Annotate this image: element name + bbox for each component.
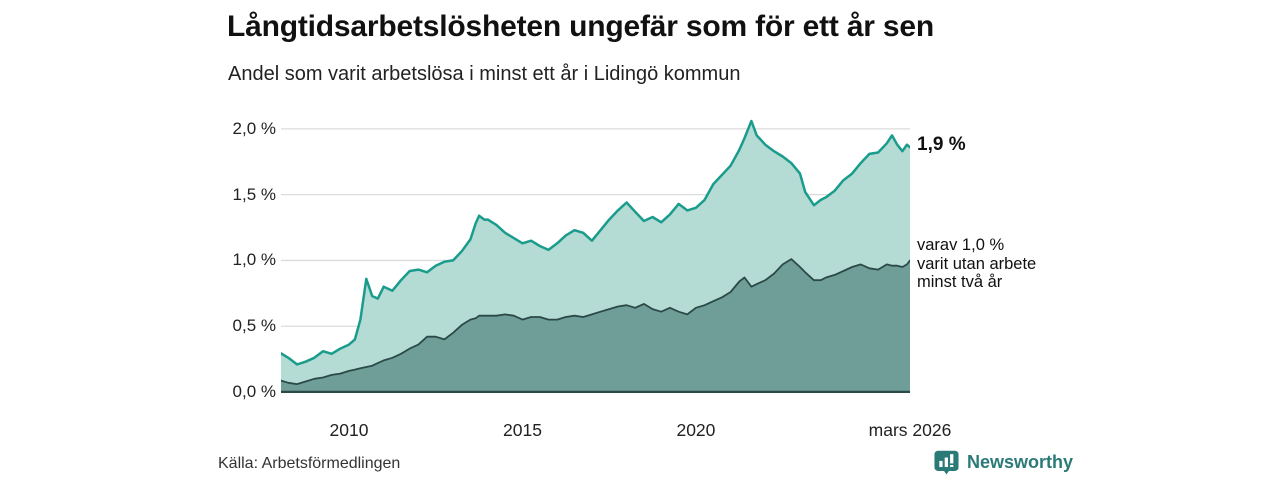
- chart-title: Långtidsarbetslösheten ungefär som för e…: [227, 10, 935, 43]
- y-tick-label: 1,5 %: [232, 184, 276, 204]
- y-tick-label: 0,5 %: [232, 316, 276, 336]
- y-tick-label: 0,0 %: [232, 382, 276, 401]
- x-tick-label: mars 2026: [868, 420, 952, 440]
- x-tick-label: 2015: [503, 420, 542, 440]
- x-tick-label: 2010: [329, 420, 369, 440]
- area-chart-svg: [278, 119, 912, 394]
- logo-text: Newsworthy: [967, 452, 1074, 472]
- bar-chart-speech-bubble-icon: [934, 450, 959, 475]
- y-tick-label: 1,0 %: [232, 250, 276, 270]
- subset-area: [279, 259, 911, 392]
- subset-series-label: varav 1,0 % varit utan arbete minst två …: [917, 236, 1036, 292]
- total-series-value-label: 1,9 %: [917, 134, 966, 155]
- total-line: [278, 119, 912, 366]
- subset-label-line-1: varav 1,0 %: [917, 236, 1005, 254]
- newsworthy-logo: Newsworthy: [933, 449, 1073, 476]
- subset-label-line-3: minst två år: [917, 273, 1003, 291]
- y-tick-label: 2,0 %: [232, 118, 276, 138]
- source-label: Källa: Arbetsförmedlingen: [218, 455, 401, 472]
- subset-line: [278, 258, 911, 385]
- chart-subtitle: Andel som varit arbetslösa i minst ett å…: [228, 63, 741, 85]
- x-tick-label: 2020: [676, 420, 716, 440]
- plot-area: [278, 119, 912, 394]
- subset-label-line-2: varit utan arbete: [917, 254, 1037, 273]
